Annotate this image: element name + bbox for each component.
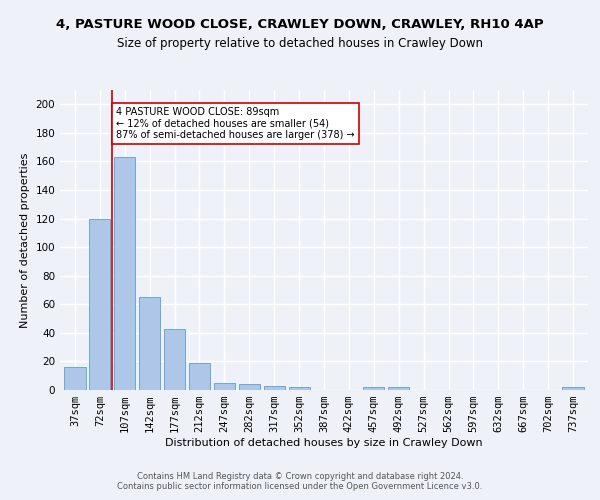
Text: Contains HM Land Registry data © Crown copyright and database right 2024.: Contains HM Land Registry data © Crown c… xyxy=(137,472,463,481)
Bar xyxy=(263,386,285,390)
Bar xyxy=(562,387,584,390)
Bar xyxy=(239,384,260,390)
Bar xyxy=(139,297,160,390)
Bar xyxy=(164,328,185,390)
Bar xyxy=(64,367,86,390)
Bar xyxy=(289,387,310,390)
Bar xyxy=(189,363,210,390)
Y-axis label: Number of detached properties: Number of detached properties xyxy=(20,152,30,328)
Text: Size of property relative to detached houses in Crawley Down: Size of property relative to detached ho… xyxy=(117,38,483,51)
Bar xyxy=(214,383,235,390)
X-axis label: Distribution of detached houses by size in Crawley Down: Distribution of detached houses by size … xyxy=(165,438,483,448)
Bar xyxy=(114,157,136,390)
Text: Contains public sector information licensed under the Open Government Licence v3: Contains public sector information licen… xyxy=(118,482,482,491)
Text: 4 PASTURE WOOD CLOSE: 89sqm
← 12% of detached houses are smaller (54)
87% of sem: 4 PASTURE WOOD CLOSE: 89sqm ← 12% of det… xyxy=(116,107,355,140)
Bar xyxy=(89,218,110,390)
Bar xyxy=(363,387,385,390)
Text: 4, PASTURE WOOD CLOSE, CRAWLEY DOWN, CRAWLEY, RH10 4AP: 4, PASTURE WOOD CLOSE, CRAWLEY DOWN, CRA… xyxy=(56,18,544,30)
Bar xyxy=(388,387,409,390)
